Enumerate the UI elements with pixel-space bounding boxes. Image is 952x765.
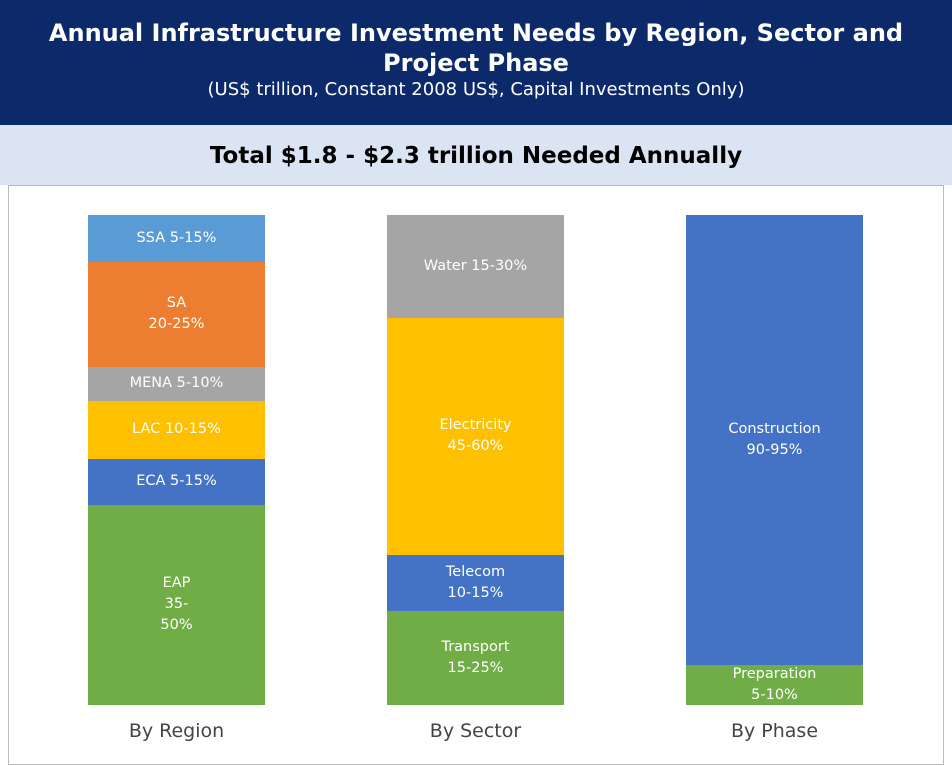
segment-label: EAP 35- 50% <box>160 575 193 634</box>
bar-segment: Water 15-30% <box>387 215 564 318</box>
segment-label: SA 20-25% <box>148 295 205 333</box>
x-tick-label: By Phase <box>730 720 819 742</box>
bar-segment: SSA 5-15% <box>88 215 265 263</box>
segment-label: Preparation 5-10% <box>732 665 817 703</box>
bar-segment: ECA 5-15% <box>88 458 265 505</box>
bar-segment: Transport 15-25% <box>387 610 564 705</box>
bar-segment: Electricity 45-60% <box>387 317 564 556</box>
segment-label: SSA 5-15% <box>136 230 217 247</box>
segment-label: Electricity 45-60% <box>439 417 512 455</box>
segment-label: LAC 10-15% <box>132 421 221 438</box>
bar-segment: Preparation 5-10% <box>686 664 863 705</box>
x-tick-label: By Region <box>128 720 225 742</box>
segment-label: Construction 90-95% <box>728 420 821 458</box>
segment-label: ECA 5-15% <box>136 473 217 490</box>
bar-segment: SA 20-25% <box>88 262 265 367</box>
segment-label: Transport 15-25% <box>441 638 510 676</box>
segment-label: MENA 5-10% <box>129 375 224 392</box>
chart-title: Annual Infrastructure Investment Needs b… <box>48 19 904 77</box>
header: Annual Infrastructure Investment Needs b… <box>0 0 952 125</box>
bar-segment: Construction 90-95% <box>686 215 863 665</box>
x-tick-label: By Sector <box>429 720 522 742</box>
bar-segment: EAP 35- 50% <box>88 504 265 705</box>
chart-subtitle: (US$ trillion, Constant 2008 US$, Capita… <box>207 79 745 100</box>
bar-segment: MENA 5-10% <box>88 366 265 401</box>
bar-segment: Telecom 10-15% <box>387 555 564 611</box>
segment-label: Telecom 10-15% <box>445 563 506 601</box>
bar-segment: LAC 10-15% <box>88 400 265 459</box>
segment-label: Water 15-30% <box>423 257 528 274</box>
banner: Total $1.8 - $2.3 trillion Needed Annual… <box>0 125 952 185</box>
